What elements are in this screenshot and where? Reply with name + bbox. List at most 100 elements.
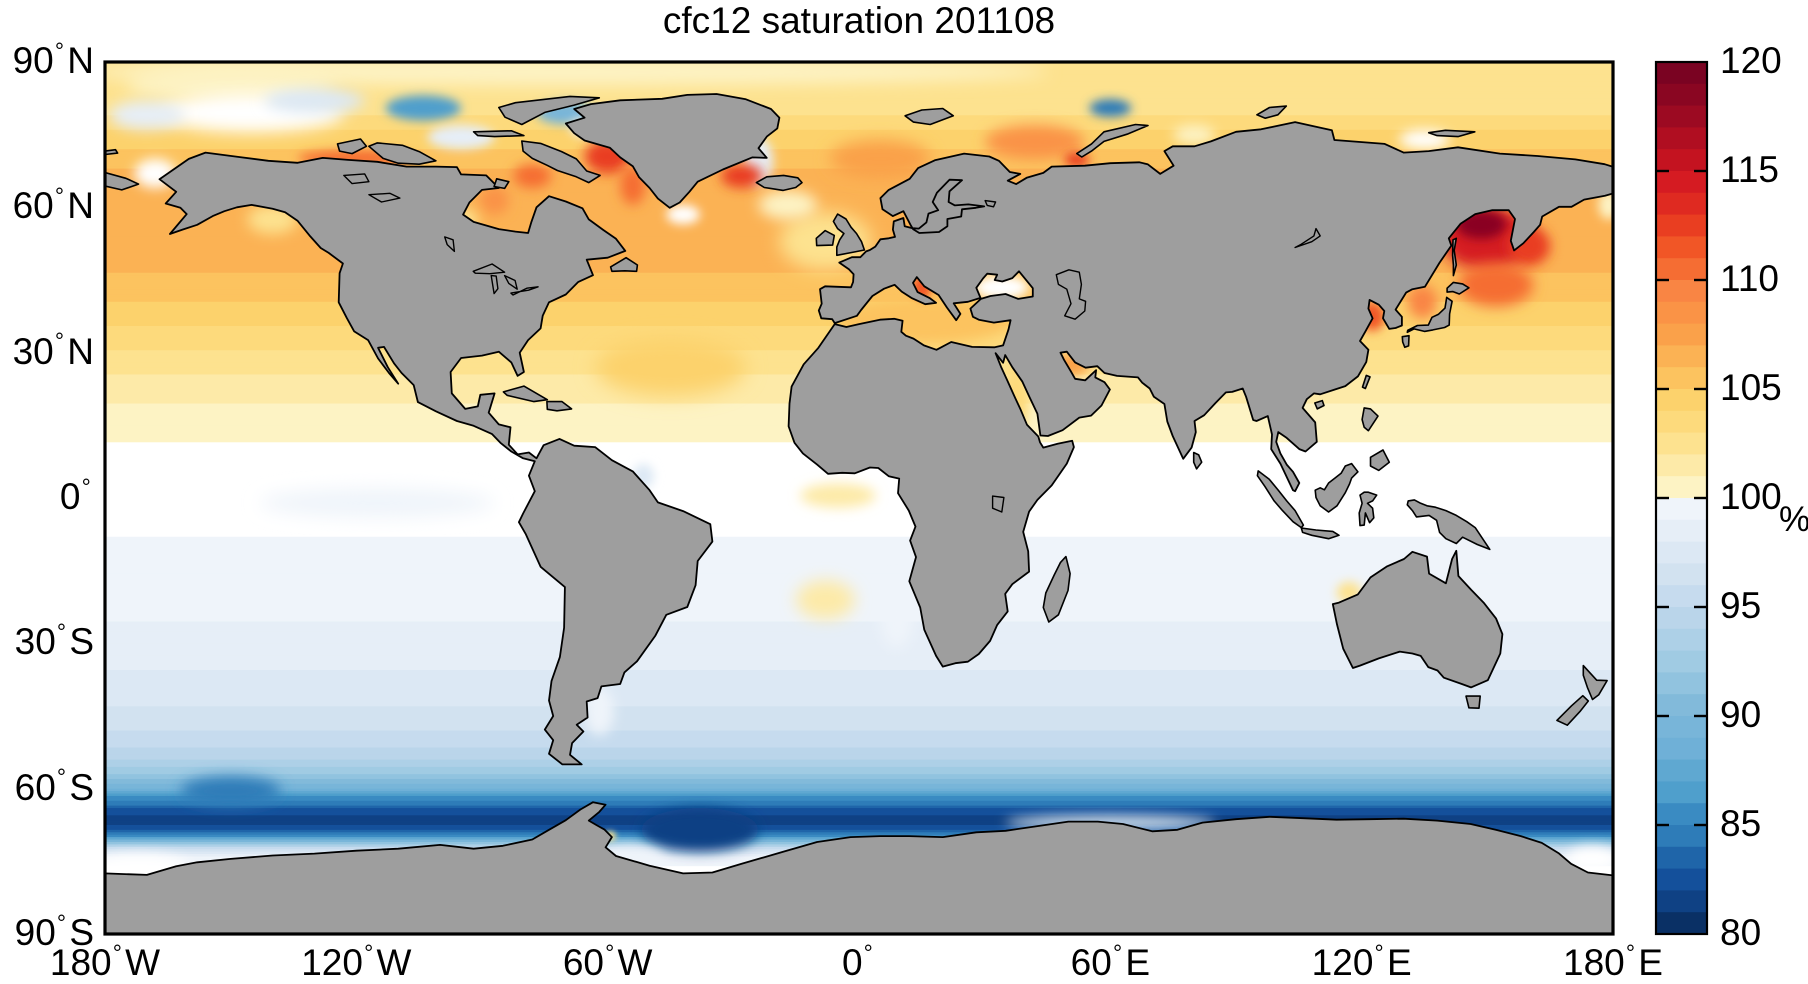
land-kyushu xyxy=(1401,334,1410,349)
land-lake-erie-ontario xyxy=(510,286,539,296)
land-sri-lanka xyxy=(1192,451,1203,470)
anomaly-norwegian-sea-orange xyxy=(829,139,931,179)
land-americas xyxy=(158,151,714,766)
degree-symbol: ° xyxy=(1374,939,1384,966)
anomaly-n-atlantic-subtrop-orange xyxy=(595,338,746,397)
land-southampton xyxy=(493,178,510,190)
anomaly-benguela-white xyxy=(879,580,914,649)
colorbar-tick-label: 90 xyxy=(1720,694,1762,735)
land-java xyxy=(1300,527,1340,540)
land-nz-south xyxy=(1556,694,1590,726)
degree-symbol: ° xyxy=(56,909,67,936)
land-victoria xyxy=(368,142,437,165)
anomaly-s-atlantic-yellow xyxy=(796,580,855,620)
colorbar-tick-label: 80 xyxy=(1720,912,1762,953)
degree-symbol: ° xyxy=(54,37,65,64)
degree-symbol: ° xyxy=(81,473,91,500)
land-newfoundland xyxy=(609,256,639,273)
land-lake-huron xyxy=(503,274,518,290)
anomaly-eq-pacific-pale xyxy=(259,488,495,518)
land-lake-superior xyxy=(472,263,506,275)
anomaly-iceland-south-white xyxy=(758,190,818,220)
land-honshu xyxy=(1406,296,1453,334)
anomaly-chukchi-pale-blue xyxy=(109,100,185,130)
colorbar-unit-label: % xyxy=(1779,500,1808,539)
anomaly-ross-sea-white-e xyxy=(1566,846,1613,872)
anomaly-svalbard-ne-navy xyxy=(1089,99,1132,117)
colorbar-tick-label: 115 xyxy=(1720,149,1779,190)
land-layer xyxy=(105,93,1613,934)
degree-symbol: ° xyxy=(112,939,122,966)
land-nz-north xyxy=(1582,664,1608,701)
land-lake-great-bear xyxy=(343,173,370,185)
y-tick-label: 30°S xyxy=(14,619,94,663)
anomaly-archipelago-pale xyxy=(427,124,495,150)
land-lake-caspian xyxy=(1055,269,1087,320)
degree-symbol: ° xyxy=(54,183,65,210)
anomaly-black-sea-white xyxy=(974,275,1029,300)
anomaly-hudson-ne-red xyxy=(479,185,510,215)
land-sakhalin xyxy=(1451,237,1458,277)
colorbar-tick-label: 95 xyxy=(1720,585,1762,626)
land-ellesmere xyxy=(498,95,601,126)
degree-symbol: ° xyxy=(863,939,873,966)
colorbar-tick-label: 120 xyxy=(1720,40,1782,81)
y-tick-label: 90°S xyxy=(14,909,94,953)
y-tick-label: 0° xyxy=(59,473,91,517)
anomaly-canada-basin-blue xyxy=(264,88,365,113)
anomaly-foxe-basin-red xyxy=(513,163,552,188)
degree-symbol: ° xyxy=(364,939,374,966)
x-tick-label: 180°W xyxy=(49,939,161,983)
y-tick-label: 90°N xyxy=(12,37,94,81)
land-svalbard xyxy=(904,107,955,126)
map-border xyxy=(103,60,1615,936)
land-chukotka-west xyxy=(105,171,140,191)
land-australia xyxy=(1331,549,1504,689)
degree-symbol: ° xyxy=(605,939,615,966)
x-tick-label: 0° xyxy=(841,939,873,983)
land-iceland xyxy=(755,174,803,192)
degree-symbol: ° xyxy=(56,764,67,791)
land-sulawesi xyxy=(1358,491,1378,527)
land-devon xyxy=(472,130,525,138)
land-antarctica xyxy=(105,801,1613,934)
land-severnaya-zemlya xyxy=(1256,105,1288,119)
anomaly-gulf-guinea-yellow xyxy=(800,483,876,508)
anomaly-barents-red xyxy=(984,124,1086,159)
x-tick-label: 120°W xyxy=(301,939,412,983)
colorbar-tick-label: 105 xyxy=(1720,367,1782,408)
anomaly-arctic-navy-1 xyxy=(385,95,462,121)
land-greenland xyxy=(564,93,781,209)
land-cuba xyxy=(502,385,549,403)
anomaly-anadyr-white xyxy=(1598,190,1613,220)
colorbar-tick-label: 110 xyxy=(1720,258,1779,299)
land-lake-michigan xyxy=(490,274,499,295)
colorbar-border xyxy=(1654,60,1709,936)
land-novaya-zemlya xyxy=(1076,123,1149,158)
anomaly-nw-pacific-red xyxy=(1458,263,1534,307)
land-lake-baikal xyxy=(1294,227,1321,249)
degree-symbol: ° xyxy=(1625,939,1636,966)
land-new-siberian xyxy=(1427,129,1476,138)
anomaly-japan-sea-red xyxy=(1407,284,1438,319)
colorbar-tick-label: 85 xyxy=(1720,803,1762,844)
figure-title: cfc12 saturation 201108 xyxy=(662,0,1056,41)
land-mindanao xyxy=(1369,449,1391,472)
anomaly-weddell-navy xyxy=(641,808,759,852)
y-tick-label: 30°N xyxy=(12,328,94,372)
anomaly-denmark-strait-red xyxy=(720,163,763,188)
x-tick-label: 60°E xyxy=(1070,939,1151,983)
land-borneo xyxy=(1314,462,1359,513)
land-hokkaido xyxy=(1446,281,1470,295)
land-lake-victoria-africa xyxy=(991,495,1005,513)
degree-symbol: ° xyxy=(54,328,65,355)
land-baffin xyxy=(521,140,601,184)
land-lake-winnipeg xyxy=(444,236,456,253)
degree-symbol: ° xyxy=(56,619,67,646)
anomaly-arctic-top-white-band xyxy=(105,62,1048,86)
colorbar xyxy=(1654,60,1709,936)
x-tick-label: 60°W xyxy=(562,939,653,983)
land-taiwan xyxy=(1361,374,1371,390)
